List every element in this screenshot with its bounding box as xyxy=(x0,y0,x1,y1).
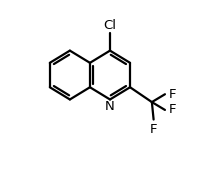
Text: F: F xyxy=(150,123,157,136)
Text: F: F xyxy=(169,88,176,101)
Text: F: F xyxy=(169,103,176,116)
Text: N: N xyxy=(105,100,115,113)
Text: Cl: Cl xyxy=(103,19,117,32)
